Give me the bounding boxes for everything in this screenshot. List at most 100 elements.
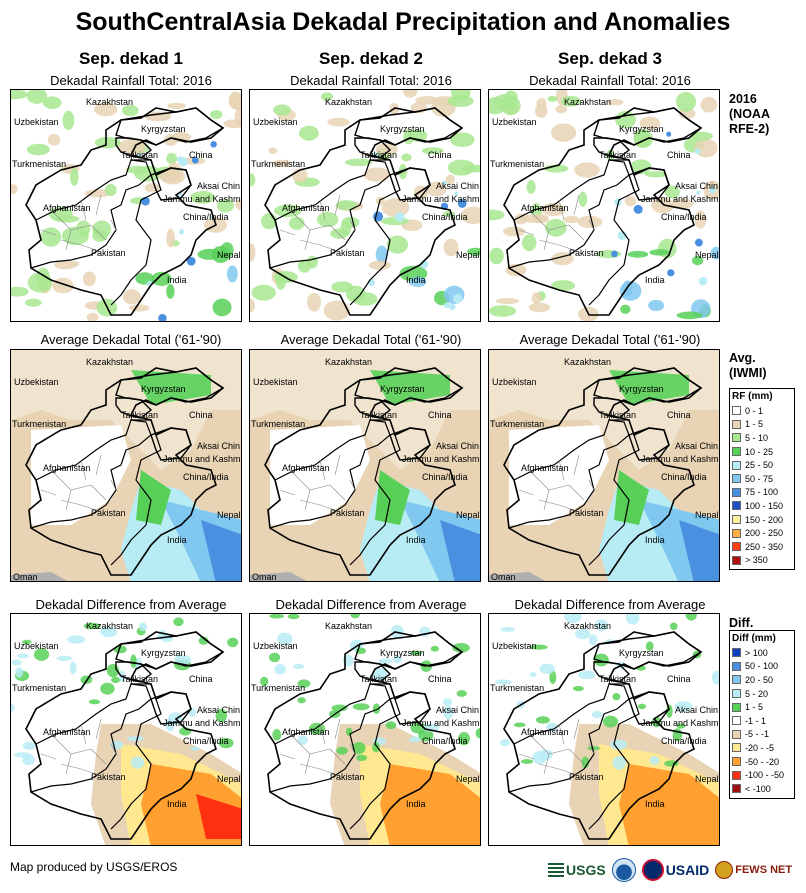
legend-item: > 100 <box>732 646 792 660</box>
map-label-jammu_kashmir: Jammu and Kashmir <box>641 718 720 728</box>
map-label-china_india: China/India <box>183 472 229 482</box>
map-label-afghanistan: Afghanistan <box>521 203 569 213</box>
map-label-aksai_chin: Aksai Chin <box>197 441 240 451</box>
legend-item: 250 - 350 <box>732 540 792 554</box>
legend-item: 5 - 20 <box>732 687 792 701</box>
map-label-afghanistan: Afghanistan <box>521 727 569 737</box>
row-title-difference-1: Dekadal Difference from Average <box>35 597 227 612</box>
map-label-jammu_kashmir: Jammu and Kashmir <box>163 454 242 464</box>
map-label-kyrgyzstan: Kyrgyzstan <box>141 648 186 658</box>
map-label-india: India <box>406 275 426 285</box>
map-label-nepal: Nepal <box>217 774 241 784</box>
map-label-pakistan: Pakistan <box>91 248 126 258</box>
map-label-pakistan: Pakistan <box>569 248 604 258</box>
legend-swatch <box>732 716 741 726</box>
map-label-nepal: Nepal <box>456 774 480 784</box>
legend-swatch <box>732 743 741 753</box>
map-difference-dekad-3: Kazakhstan Uzbekistan Kyrgyzstan Tajikistan… <box>488 613 720 846</box>
legend-label: 10 - 25 <box>745 446 774 457</box>
map-label-jammu_kashmir: Jammu and Kashmir <box>641 454 720 464</box>
legend-item: > 350 <box>732 554 792 568</box>
legend-label: 100 - 150 <box>745 500 784 511</box>
legend-label: 1 - 5 <box>745 419 764 430</box>
legend-item: 200 - 250 <box>732 526 792 540</box>
row-title-average-1: Average Dekadal Total ('61-'90) <box>40 332 222 347</box>
map-label-aksai_chin: Aksai Chin <box>197 705 240 715</box>
map-label-tajikistan: Tajikistan <box>599 674 636 684</box>
side-label-difference: Diff. <box>729 616 754 630</box>
map-label-nepal: Nepal <box>456 250 480 260</box>
legend-item: -1 - 1 <box>732 714 792 728</box>
legend-item: 100 - 150 <box>732 499 792 513</box>
legend-label: 50 - 100 <box>745 661 779 672</box>
map-label-china: China <box>189 410 213 420</box>
map-label-oman: Oman <box>13 572 38 582</box>
legend-rainfall-title: RF (mm) <box>732 391 773 402</box>
map-label-pakistan: Pakistan <box>569 508 604 518</box>
map-label-uzbekistan: Uzbekistan <box>14 117 59 127</box>
map-average-dekad-1: Kazakhstan Uzbekistan Kyrgyzstan Tajikistan… <box>10 349 242 582</box>
map-label-oman: Oman <box>252 572 277 582</box>
map-label-uzbekistan: Uzbekistan <box>14 641 59 651</box>
legend-label: 20 - 50 <box>745 674 774 685</box>
map-current-dekad-2: Kazakhstan Uzbekistan Kyrgyzstan Tajikistan… <box>249 89 481 322</box>
map-label-jammu_kashmir: Jammu and Kashmir <box>402 718 481 728</box>
map-label-china_india: China/India <box>422 736 468 746</box>
map-average-dekad-3: Kazakhstan Uzbekistan Kyrgyzstan Tajikistan… <box>488 349 720 582</box>
map-label-tajikistan: Tajikistan <box>360 410 397 420</box>
legend-swatch <box>732 406 741 416</box>
map-label-afghanistan: Afghanistan <box>43 203 91 213</box>
map-label-turkmenistan: Turkmenistan <box>12 159 66 169</box>
map-label-uzbekistan: Uzbekistan <box>253 117 298 127</box>
map-label-china: China <box>667 410 691 420</box>
noaa-logo-icon <box>611 858 636 882</box>
map-current-dekad-1: Kazakhstan Uzbekistan Kyrgyzstan Tajikistan… <box>10 89 242 322</box>
map-label-india: India <box>406 799 426 809</box>
map-label-turkmenistan: Turkmenistan <box>490 159 544 169</box>
map-label-china: China <box>428 674 452 684</box>
legend-item: 50 - 100 <box>732 660 792 674</box>
map-label-jammu_kashmir: Jammu and Kashmir <box>641 194 720 204</box>
legend-swatch <box>732 447 741 457</box>
map-label-jammu_kashmir: Jammu and Kashmir <box>163 718 242 728</box>
legend-label: > 100 <box>745 647 768 658</box>
map-label-afghanistan: Afghanistan <box>282 203 330 213</box>
map-label-india: India <box>645 275 665 285</box>
row-title-difference-2: Dekadal Difference from Average <box>275 597 467 612</box>
map-label-kyrgyzstan: Kyrgyzstan <box>380 384 425 394</box>
column-header-dekad-2: Sep. dekad 2 <box>319 49 423 68</box>
legend-difference-title: Diff (mm) <box>732 633 776 644</box>
fews-net-logo: FEWS NET <box>715 861 792 879</box>
partner-logos: USGS USAID FEWS NET <box>548 856 792 884</box>
legend-swatch <box>732 784 741 794</box>
legend-item: 5 - 10 <box>732 431 792 445</box>
legend-swatch <box>732 419 741 429</box>
row-title-average-2: Average Dekadal Total ('61-'90) <box>280 332 462 347</box>
map-label-kazakhstan: Kazakhstan <box>86 357 133 367</box>
legend-label: 50 - 75 <box>745 473 774 484</box>
map-label-tajikistan: Tajikistan <box>360 674 397 684</box>
map-label-india: India <box>167 799 187 809</box>
usgs-icon <box>548 863 564 877</box>
map-label-china_india: China/India <box>183 736 229 746</box>
legend-swatch <box>732 542 741 552</box>
row-title-current-1: Dekadal Rainfall Total: 2016 <box>50 73 212 88</box>
legend-label: 5 - 20 <box>745 688 769 699</box>
map-label-afghanistan: Afghanistan <box>521 463 569 473</box>
map-label-jammu_kashmir: Jammu and Kashmir <box>402 194 481 204</box>
map-label-nepal: Nepal <box>695 510 719 520</box>
legend-swatch <box>732 515 741 525</box>
legend-swatch <box>732 661 741 671</box>
map-label-afghanistan: Afghanistan <box>282 727 330 737</box>
map-label-oman: Oman <box>491 572 516 582</box>
map-label-india: India <box>167 275 187 285</box>
legend-item: -50 - -20 <box>732 755 792 769</box>
row-title-current-3: Dekadal Rainfall Total: 2016 <box>529 73 691 88</box>
legend-item: 150 - 200 <box>732 513 792 527</box>
legend-rainfall: RF (mm) 0 - 1 1 - 5 5 - 10 10 - 25 25 - 50 50… <box>729 388 795 571</box>
map-label-pakistan: Pakistan <box>569 772 604 782</box>
legend-label: 250 - 350 <box>745 541 784 552</box>
map-label-kazakhstan: Kazakhstan <box>86 97 133 107</box>
legend-item: 1 - 5 <box>732 418 792 432</box>
map-label-afghanistan: Afghanistan <box>282 463 330 473</box>
